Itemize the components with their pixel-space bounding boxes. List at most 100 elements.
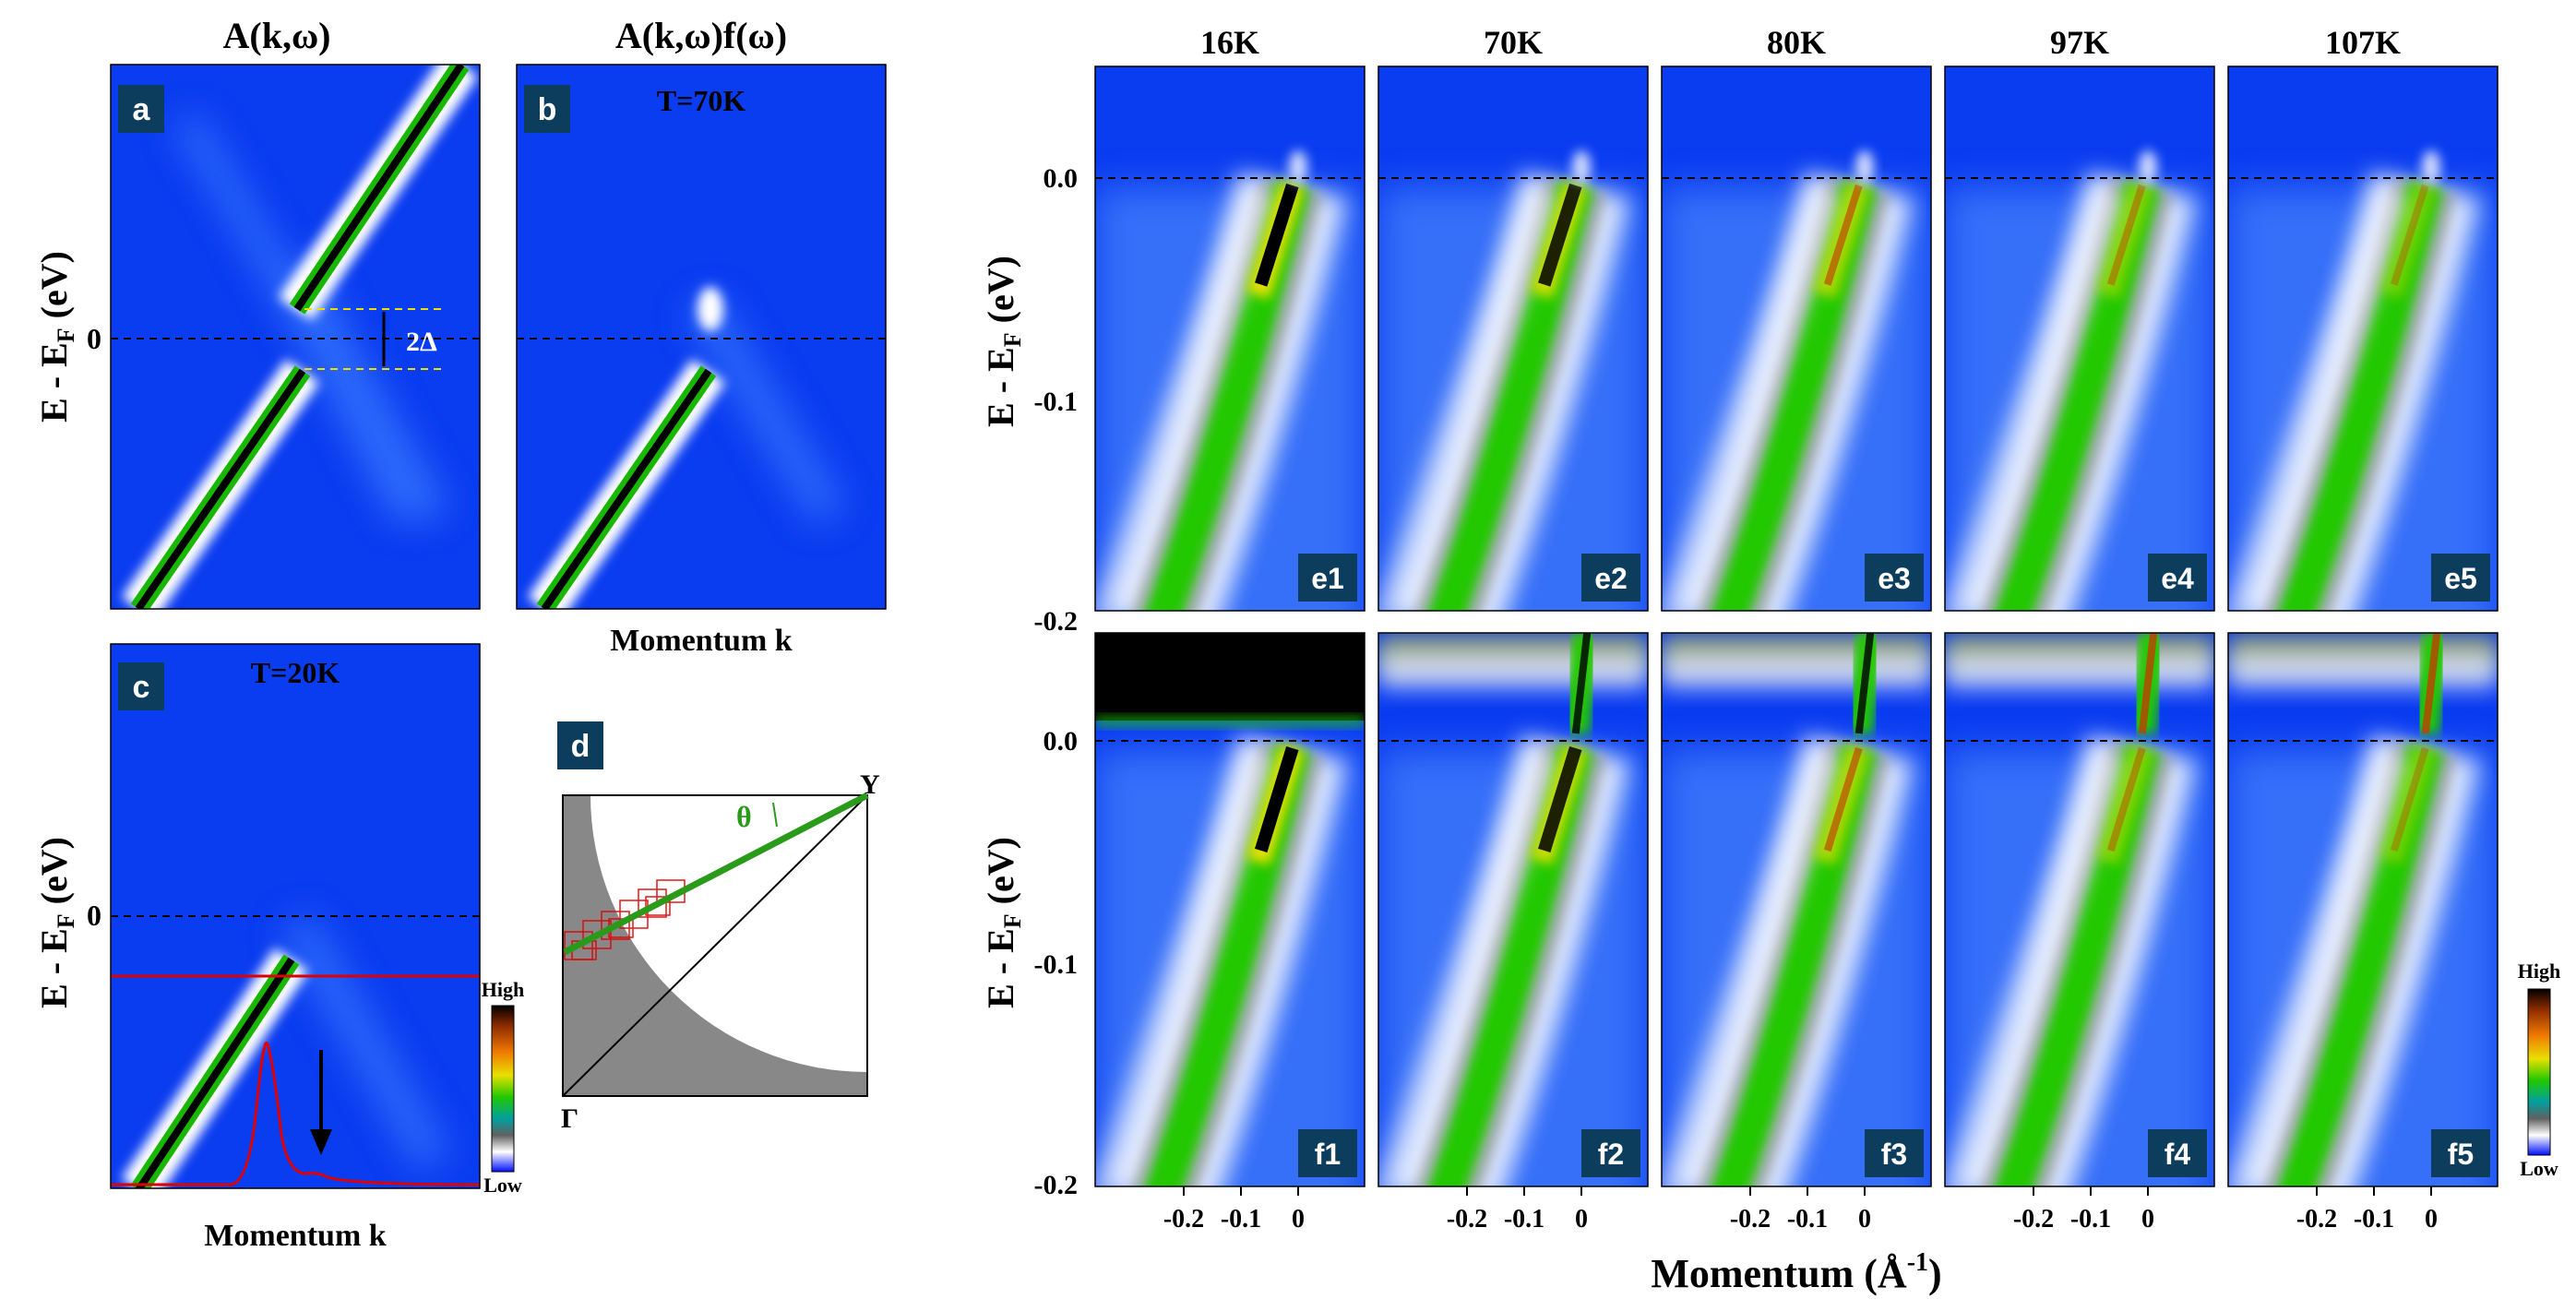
arpes-panel [1945,66,2214,611]
xlabel-right: Momentum (Å-1) [1651,1248,1941,1296]
ytick-label: -0.1 [1034,949,1079,980]
arpes-panel [1662,66,1931,611]
cbar-left [491,1005,515,1173]
panel-a-frame [110,64,481,610]
panel-label-box [1298,1129,1357,1177]
arpes-frame [2227,632,2498,1187]
arpes-frame [1377,632,1649,1187]
panel-c [111,644,480,1188]
xtick-label: -0.1 [1504,1205,1544,1234]
cut-direction [563,792,869,956]
panel-label-box [1581,554,1640,602]
xtick-label: 0 [1858,1205,1871,1234]
ytick-zero-a: 0 [87,322,101,355]
arpes-frame [1094,66,1366,612]
panel-c-frame [110,643,481,1189]
arpes-frame [1094,632,1366,1187]
panel-d-label-box [557,721,603,769]
cbar-left-high: High [482,978,524,1001]
theta-label: θ [736,800,752,833]
xtick-label: -0.1 [1787,1205,1828,1234]
temp-title: 97K [2050,24,2109,61]
cbar-right-high: High [2518,959,2560,983]
arpes-panel [2228,633,2498,1186]
ytick-label: 0.0 [1044,726,1079,757]
cbar-left-low: Low [483,1174,522,1197]
panel-label: e3 [1878,562,1911,595]
panel-label: e2 [1594,562,1628,595]
temp-title: 70K [1484,24,1543,61]
arpes-frame [2227,66,2498,612]
cbar-right-low: Low [2520,1157,2558,1180]
xtick-label: 0 [1575,1205,1588,1234]
panel-label-box [1581,1129,1640,1177]
ylabel-ab: E - EF (eV) [33,251,79,423]
panel-label: f3 [1881,1138,1907,1171]
e-yaxis: 0.0 -0.1 -0.2 [1034,163,1079,637]
xtick-label: 0 [2141,1205,2154,1234]
xtick-label: -0.1 [2354,1205,2394,1234]
panel-b [517,65,886,609]
ytick-label: -0.2 [1034,606,1079,637]
panel-label-box [1298,554,1357,602]
bz-diagram: θ Y Γ [561,769,880,1134]
xtick-label: 0 [1292,1205,1305,1234]
measurement-window [564,879,686,960]
panel-c-temp: T=20K [251,656,340,689]
xlabel-b: Momentum k [610,624,792,658]
arpes-frame [1661,66,1932,612]
temp-title: 107K [2325,24,2401,61]
panel-label: e5 [2444,562,2477,595]
ytick-label: -0.2 [1034,1170,1079,1200]
xtick-label: -0.1 [2070,1205,2111,1234]
panel-d-label: d [571,729,590,764]
ytick-label: 0.0 [1044,163,1079,194]
panel-label-box [1865,1129,1924,1177]
x-ticks: -0.2 -0.1 0 -0.2 -0.1 0 -0.2 -0.1 0 -0.2 -0.1 0 -0.2… [1163,1186,2438,1234]
gap-label: 2Δ [406,327,437,357]
panel-label: f4 [2165,1138,2191,1171]
panel-label-box [2431,1129,2490,1177]
panel-label: f5 [2448,1138,2474,1171]
xtick-label: -0.2 [2013,1205,2054,1234]
arpes-panel [1095,633,1365,1186]
panel-b-frame [516,64,887,610]
panel-label-box [2148,554,2207,602]
arpes-panel [1378,633,1648,1186]
panel-label-box [1865,554,1924,602]
right-titles: 16K 70K 80K 97K 107K [1200,24,2401,61]
panel-a: 2Δ [111,65,480,609]
panel-label-box [2148,1129,2207,1177]
xtick-label: -0.2 [2296,1205,2337,1234]
arpes-panel [1095,66,1365,611]
panel-label: f1 [1315,1138,1341,1171]
panel-a-label: a [133,92,151,127]
ylabel-e: E - EF (eV) [980,256,1026,427]
title-b: A(k,ω)f(ω) [615,15,787,56]
arpes-frame [1944,632,2215,1187]
xtick-label: -0.1 [1221,1205,1261,1234]
y-point-label: Y [860,769,880,800]
panel-b-label-box [524,85,570,133]
cbar-right [2527,988,2551,1156]
mdc-curve [111,1042,480,1186]
ylabel-f: E - EF (eV) [980,837,1026,1008]
f-row: f1 f2 f3 f4 f5 [1094,632,2498,1187]
arpes-panel [2228,66,2498,611]
arpes-frame [1377,66,1649,612]
xtick-label: -0.2 [1730,1205,1771,1234]
panel-b-label: b [538,92,557,127]
xtick-label: -0.2 [1163,1205,1204,1234]
panel-label-box [2431,554,2490,602]
temp-title: 80K [1767,24,1826,61]
e-row: e1 e2 e3 e4 e5 [1094,66,2498,612]
panel-label: e1 [1311,562,1344,595]
xlabel-c: Momentum k [204,1219,386,1253]
panel-c-label: c [133,670,150,705]
arpes-frame [1944,66,2215,612]
arpes-panel [1662,633,1931,1186]
panel-label: f2 [1598,1138,1624,1171]
panel-c-label-box [118,662,164,710]
gamma-point-label: Γ [561,1103,578,1134]
